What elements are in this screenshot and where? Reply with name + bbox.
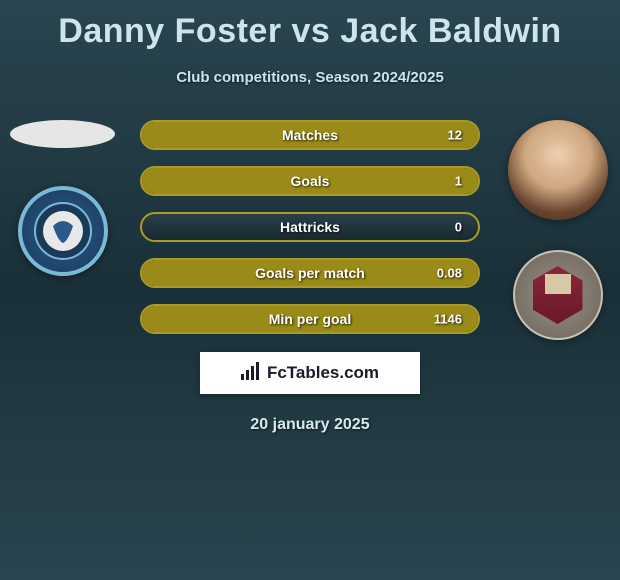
date-text: 20 january 2025 — [0, 416, 620, 434]
stat-label: Goals per match — [255, 265, 365, 281]
stat-label: Min per goal — [269, 311, 351, 327]
player-right-photo — [508, 120, 608, 220]
stat-label: Hattricks — [280, 219, 340, 235]
wycombe-icon — [33, 201, 93, 261]
stat-value-right: 12 — [448, 128, 462, 143]
stat-label: Goals — [291, 173, 330, 189]
stat-row: Goals 1 — [140, 166, 480, 196]
northampton-shield-icon — [533, 266, 583, 324]
chart-icon — [241, 362, 261, 385]
page-title: Danny Foster vs Jack Baldwin — [0, 0, 620, 51]
player-left-placeholder — [10, 120, 115, 148]
stat-row: Goals per match 0.08 — [140, 258, 480, 288]
right-player-column — [505, 120, 610, 340]
club-badge-right — [513, 250, 603, 340]
stats-list: Matches 12 Goals 1 Hattricks 0 Goals per match… — [140, 120, 480, 334]
stat-row: Hattricks 0 — [140, 212, 480, 242]
stat-row: Min per goal 1146 — [140, 304, 480, 334]
stat-value-right: 1146 — [434, 312, 462, 327]
stat-row: Matches 12 — [140, 120, 480, 150]
left-player-column — [10, 120, 115, 276]
club-badge-left — [18, 186, 108, 276]
stat-value-right: 0.08 — [437, 266, 462, 281]
subtitle: Club competitions, Season 2024/2025 — [0, 69, 620, 86]
stat-value-right: 0 — [455, 220, 462, 235]
source-logo: FcTables.com — [200, 352, 420, 394]
logo-text: FcTables.com — [267, 363, 379, 383]
stat-label: Matches — [282, 127, 338, 143]
comparison-area: Matches 12 Goals 1 Hattricks 0 Goals per match… — [0, 120, 620, 334]
stat-value-right: 1 — [455, 174, 462, 189]
